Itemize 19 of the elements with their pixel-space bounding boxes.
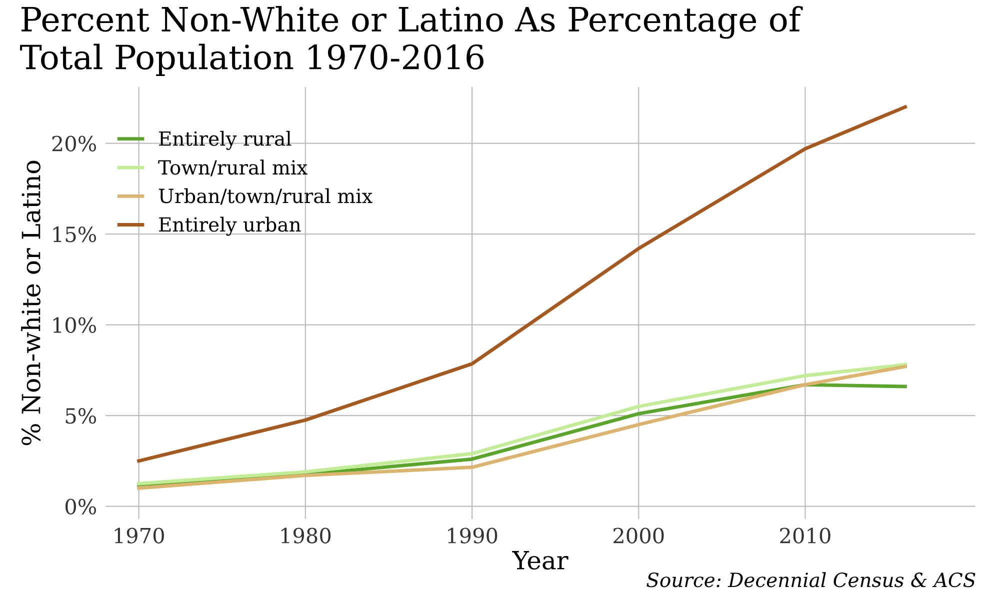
y-tick-label: 10% xyxy=(53,317,96,333)
legend-label: Entirely urban xyxy=(159,216,301,236)
y-tick-label: 5% xyxy=(66,408,96,424)
chart-title: Percent Non-White or Latino As Percentage of Total Population 1970-2016 xyxy=(20,6,803,76)
x-axis-title: Year xyxy=(512,551,568,570)
legend-label: Town/rural mix xyxy=(158,160,308,176)
source-note: Source: Decennial Census & ACS xyxy=(646,572,976,588)
line-series xyxy=(137,105,907,463)
legend-label: Urban/town/rural mix xyxy=(158,188,373,205)
x-tick-label: 2000 xyxy=(614,528,664,544)
x-tick-label: 1980 xyxy=(281,528,331,544)
x-tick-label: 2010 xyxy=(780,528,830,544)
y-tick-label: 0% xyxy=(65,498,96,515)
x-tick-label: 1990 xyxy=(448,528,498,544)
y-tick-label: 20% xyxy=(52,136,96,152)
x-tick-label: 1970 xyxy=(114,528,164,544)
legend-label: Entirely rural xyxy=(159,130,292,150)
y-tick-label: 15% xyxy=(53,226,96,242)
y-axis-title: % Non-white or Latino xyxy=(21,160,40,446)
